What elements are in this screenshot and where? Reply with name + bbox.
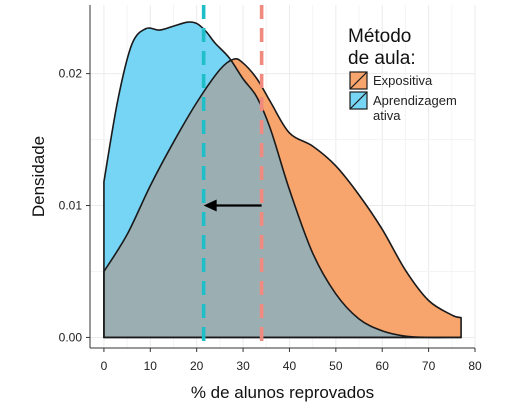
legend-label: Expositiva bbox=[373, 73, 433, 88]
shift-arrow bbox=[203, 199, 262, 212]
series-outline-expositiva bbox=[103, 57, 462, 339]
x-tick-label: 80 bbox=[468, 359, 482, 373]
x-tick-label: 70 bbox=[422, 359, 436, 373]
legend-title-line: Método bbox=[348, 26, 411, 47]
x-tick-label: 30 bbox=[236, 359, 250, 373]
x-tick-label: 40 bbox=[283, 359, 297, 373]
x-axis-title: % de alunos reprovados bbox=[191, 383, 374, 402]
series-outline-aprendizagem-ativa bbox=[103, 21, 462, 339]
legend-title-line: de aula: bbox=[348, 48, 416, 69]
shift-arrow-head bbox=[203, 199, 217, 212]
legend-label: ativa bbox=[373, 108, 401, 123]
legend-key-slash bbox=[349, 91, 368, 110]
x-tick-label: 10 bbox=[144, 359, 158, 373]
y-tick-label: 0.02 bbox=[59, 67, 83, 81]
axes: 0 10 20 30 40 50 60 70 80 0.00 0.01 0.02 bbox=[59, 5, 482, 373]
legend-key-slash bbox=[349, 71, 368, 90]
density-areas bbox=[103, 21, 462, 339]
x-tick-label: 0 bbox=[101, 359, 108, 373]
y-axis-title: Densidade bbox=[29, 136, 48, 217]
x-tick-label: 60 bbox=[376, 359, 390, 373]
y-tick-label: 0.00 bbox=[59, 330, 83, 344]
y-tick-label: 0.01 bbox=[59, 199, 83, 213]
x-tick-label: 50 bbox=[329, 359, 343, 373]
x-tick-label: 20 bbox=[190, 359, 204, 373]
mean-lines bbox=[201, 5, 264, 348]
legend-label: Aprendizagem bbox=[373, 93, 457, 108]
